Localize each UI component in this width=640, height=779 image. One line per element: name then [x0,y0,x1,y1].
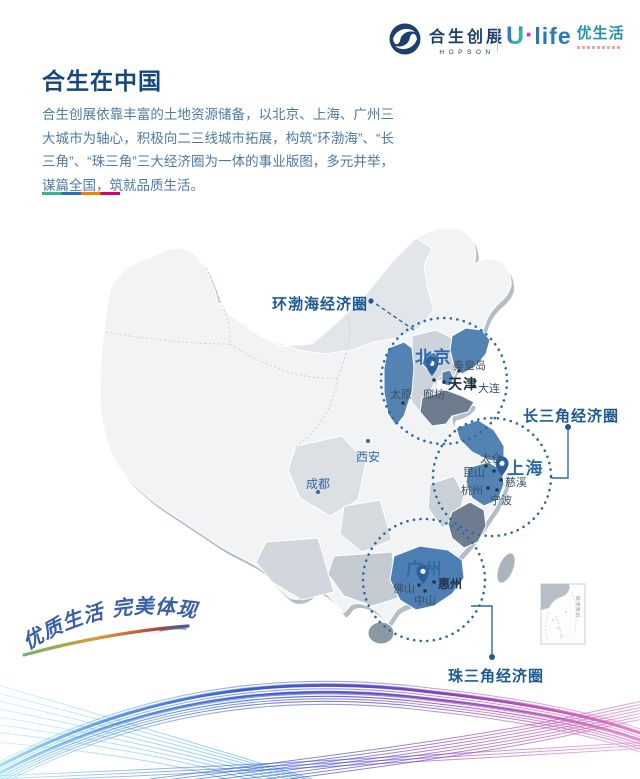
map-pins [416,356,509,584]
hopson-latin: HOPSON [439,48,495,56]
wave-decoration [0,680,640,779]
city-label-ningbo: 宁波 [490,495,512,507]
city-label-shanghai: 上海 [507,459,544,478]
region-taiwan [496,552,516,584]
langfang-dot [432,378,436,382]
taiyuan-dot [401,401,405,405]
city-label-taicang: 太仓 [480,453,502,465]
ulife-logo: U · life 优生活 [506,21,625,50]
xian-dot [366,439,370,443]
zhongshan-dot [423,589,427,593]
pearl-connector-dot [489,654,495,660]
chengdu-dot [316,490,320,494]
kunshan-dot [492,469,496,473]
south-sea-inset [540,583,586,645]
region-zhejiang [465,461,505,507]
slogan-group: 优质生活 完美体现 [18,594,201,657]
city-label-langfang: 廊坊 [423,389,445,401]
region-inner-mongolia [217,237,435,355]
bohai-circle [379,316,509,446]
bohai-circle-label: 环渤海经济圈 [272,296,369,313]
inset-label: 南海诸岛 [576,596,581,618]
connectors [368,298,571,660]
city-dots [316,369,503,593]
accent-bar [42,192,120,195]
region-fujian [447,501,487,549]
city-label-qinhuangdao: 秦皇岛 [453,360,486,372]
city-label-hangzhou: 杭州 [461,485,483,497]
hopson-swirl-icon [389,23,421,55]
city-label-xian: 西安 [356,450,381,464]
region-hainan [367,621,395,645]
bohai-connector-dot [368,298,374,304]
city-label-chengdu: 成都 [306,477,331,491]
bohai-connector-line [375,303,415,331]
yangtze-connector-dot [565,424,571,430]
ulife-cn-wrap: 优生活 [576,24,625,49]
header: 合生创展 HOPSON U · life 优生活 [0,0,640,62]
huizhou-dot [432,580,436,584]
foshan-dot [417,583,421,587]
guangzhou-pin-icon [416,564,430,584]
region-liaoning [449,327,491,375]
region-yunnan [255,537,335,601]
city-label-huizhou: 惠州 [438,577,463,591]
hangzhou-dot [486,486,490,490]
province-borders [105,267,351,447]
city-label-zhongshan: 中山 [414,595,436,607]
yangtze-circle-label: 长三角经济圈 [523,408,620,425]
city-label-kunshan: 昆山 [463,467,485,479]
ningbo-dot [495,488,499,492]
ulife-life: life [534,23,572,49]
logo-divider [497,26,498,52]
ulife-u: U [506,22,525,50]
hopson-name: 合生创展 [429,28,506,46]
page-title: 合生在中国 [42,68,162,94]
cixi-dot [499,478,503,482]
pearl-connector-line [471,605,493,654]
economic-circles [361,316,553,643]
region-shandong [419,389,475,427]
ulife-tagline [576,46,621,49]
city-label-beijing: 北京 [415,348,452,367]
pearl-circle [361,517,487,643]
yangtze-connector-line [552,430,569,479]
region-shanxi [383,341,415,427]
city-label-dalian: 大连 [478,383,500,395]
tianjin-dot [442,380,446,384]
slogan-text: 优质生活 完美体现 [18,594,201,654]
hopson-logo: 合生创展 HOPSON [388,22,505,56]
city-label-taiyuan: 太原 [390,389,412,401]
dalian-dot [472,384,476,388]
pearl-circle-label: 珠三角经济圈 [448,668,545,685]
city-label-guangzhou: 广州 [406,560,443,579]
ulife-dot-icon: · [525,21,534,49]
city-label-foshan: 佛山 [393,583,415,595]
hopson-wordmark: 合生创展 HOPSON [429,23,505,56]
qinhuangdao-dot [457,369,461,373]
intro-paragraph: 合生创展依靠丰富的土地资源储备，以北京、上海、广州三大城市为轴心，积极向二三线城… [42,107,394,193]
ulife-cn: 优生活 [576,25,625,42]
taicang-dot [484,464,488,468]
shanghai-pin-icon [495,456,509,476]
yangtze-circle [431,416,553,538]
beijing-pin-icon [425,356,439,376]
slogan-underline [22,624,190,657]
city-label-tianjin: 天津 [448,376,478,392]
city-label-cixi: 慈溪 [505,477,527,489]
